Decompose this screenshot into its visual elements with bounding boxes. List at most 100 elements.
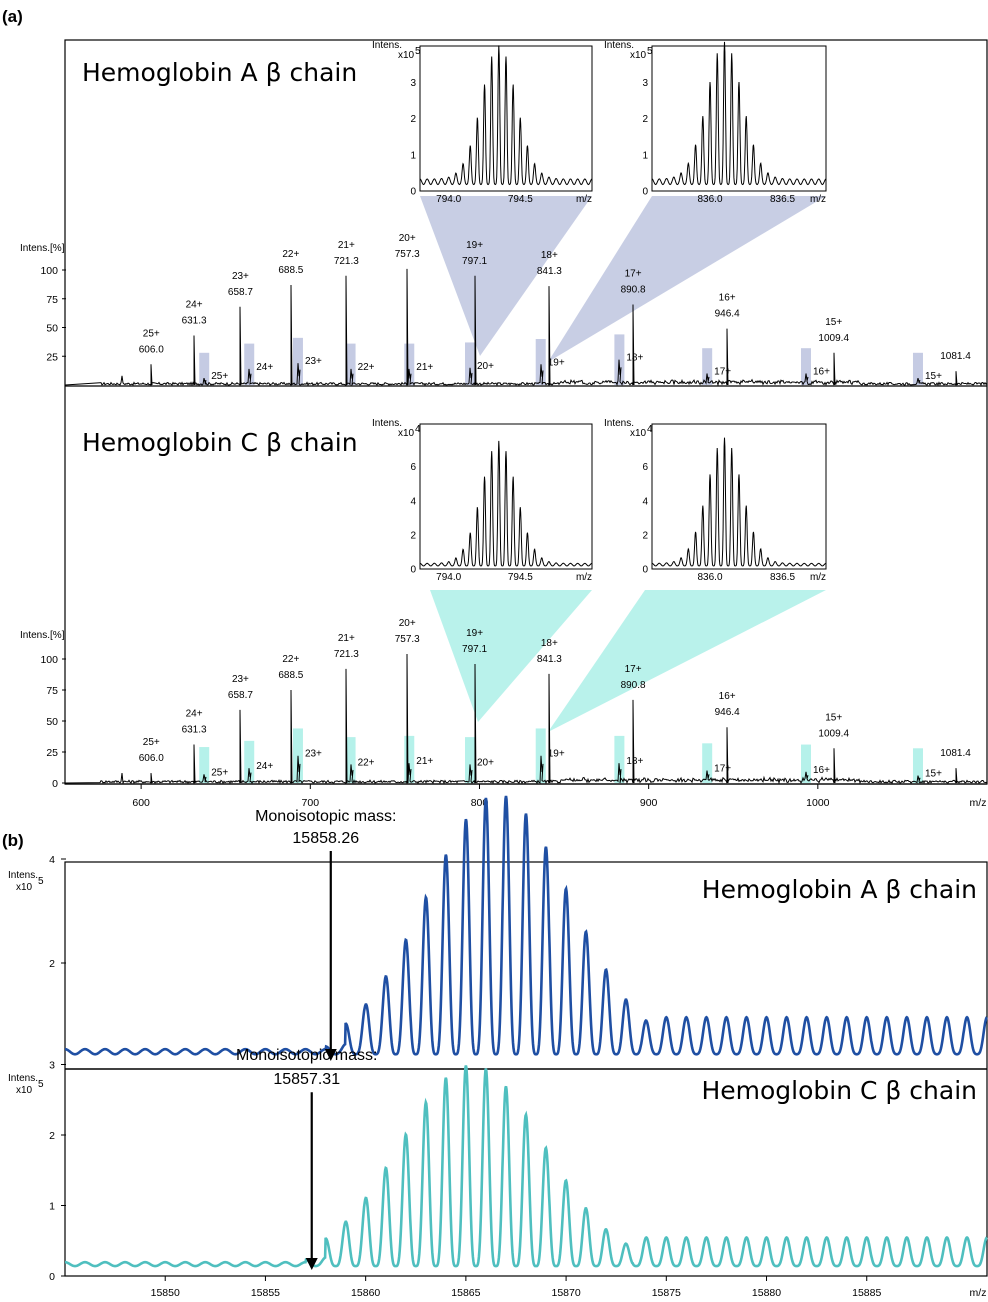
secondary-charge-label: 21+ [416,756,433,767]
secondary-charge-label: 17+ [714,367,731,378]
annotation-arrow-head [305,1258,318,1270]
inset-y-label: Intens. [604,418,634,429]
x-axis-label: m/z [970,797,987,809]
inset-y-exp: 5 [647,46,653,57]
inset-y-label: Intens. [372,40,402,51]
zoom-wedge [548,196,826,362]
y-tick-label: 4 [49,854,55,866]
charge-label: 17+ [625,269,642,280]
inset-y-scale: x10 [398,428,415,439]
charge-label: 22+ [282,249,299,260]
secondary-charge-label: 24+ [256,761,273,772]
y-tick-label: 75 [46,685,58,697]
charge-label: 15+ [825,317,842,328]
mz-label: 1009.4 [818,728,849,739]
charge-label: 15+ [825,712,842,723]
highlight-box [912,352,923,385]
title-hbc-ms: Hemoglobin C β chain [82,428,358,457]
mz-label: 658.7 [228,690,253,701]
highlight-box [292,337,303,385]
inset-x-tick: 836.0 [697,194,722,205]
inset-x-label: m/z [576,194,592,205]
panel-label-b: (b) [2,831,24,850]
inset-y-tick: 3 [410,78,416,89]
y-axis-label: Intens. [8,1073,38,1084]
inset-line [420,440,592,567]
zoom-wedge [420,196,592,356]
inset-y-exp: 4 [647,424,653,435]
y-axis-label: Intens.[%] [20,243,65,254]
deconv-line [65,1065,988,1268]
y-tick-label: 3 [49,1060,55,1072]
deconv-line [65,795,988,1056]
highlight-box [244,740,255,783]
y-tick-label: 2 [49,1130,55,1142]
secondary-charge-label: 16+ [813,765,830,776]
mz-label: 797.1 [462,256,487,267]
charge-label: 21+ [338,240,355,251]
charge-label: 21+ [338,633,355,644]
y-exp: 5 [38,1079,44,1090]
mz-label: 688.5 [278,265,303,276]
spectrum-d: 0 1 2 3 Intens.x10 5 Monoisotopic mass: 15857.3… [8,1047,988,1299]
secondary-charge-label: 18+ [626,756,643,767]
highlight-box [404,343,415,385]
inset-x-label: m/z [810,572,826,583]
secondary-charge-label: 18+ [626,353,643,364]
inset-x-tick: 836.5 [770,572,795,583]
highlight-box [404,735,415,783]
mz-label: 658.7 [228,287,253,298]
panel-label-a: (a) [2,7,23,26]
mz-label: 1081.4 [940,351,971,362]
charge-label: 25+ [143,328,160,339]
secondary-charge-label: 22+ [358,362,375,373]
inset-x-tick: 836.0 [697,572,722,583]
inset-hba-2: 0 1 2 3 836.0 836.5 m/z Intens.x10 5 [604,40,827,205]
highlight-box [244,343,255,385]
spectrum-line [64,654,988,785]
mz-label: 1081.4 [940,748,971,759]
secondary-charge-label: 21+ [416,362,433,373]
charge-label: 24+ [186,709,203,720]
inset-y-tick: 3 [642,78,648,89]
mz-label: 688.5 [278,670,303,681]
secondary-charge-label: 25+ [211,767,228,778]
secondary-charge-label: 19+ [548,357,565,368]
mz-label: 946.4 [715,707,740,718]
mz-label: 606.0 [139,753,164,764]
x-tick-label: 15870 [551,1287,580,1299]
inset-frame [419,423,593,570]
charge-label: 19+ [466,240,483,251]
monoisotopic-label: Monoisotopic mass: [236,1047,377,1064]
charge-label: 18+ [541,250,558,261]
title-hba-ms: Hemoglobin A β chain [82,58,357,87]
x-tick-label: 15860 [351,1287,380,1299]
mz-label: 631.3 [182,725,207,736]
x-tick-label: 15885 [852,1287,881,1299]
mz-label: 721.3 [334,256,359,267]
x-axis-label: m/z [970,1287,987,1299]
y-axis-label: Intens.[%] [20,630,65,641]
inset-y-tick: 6 [410,462,416,473]
charge-label: 19+ [466,628,483,639]
inset-y-tick: 2 [642,530,648,541]
charge-label: 20+ [399,233,416,244]
mz-label: 841.3 [537,266,562,277]
y-tick-label: 25 [46,351,58,363]
inset-y-tick: 1 [410,150,416,161]
highlight-box [800,348,811,385]
y-tick-label: 50 [46,716,58,728]
highlight-box [702,743,713,783]
inset-y-scale: x10 [630,428,647,439]
inset-x-tick: 836.5 [770,194,795,205]
spectrum-line [64,268,988,387]
x-tick-label: 900 [640,797,658,809]
secondary-charge-label: 19+ [548,749,565,760]
secondary-charge-label: 15+ [925,769,942,780]
y-tick-label: 1 [49,1201,55,1213]
inset-y-exp: 4 [415,424,421,435]
charge-label: 17+ [625,664,642,675]
y-exp: 5 [38,876,44,887]
